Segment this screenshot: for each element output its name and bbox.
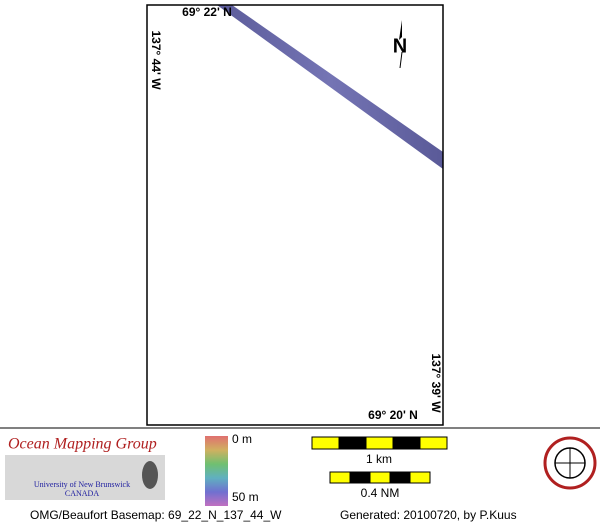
scale-segment: [329, 471, 351, 484]
omg-seal: [543, 436, 597, 490]
scale-segment: [409, 471, 431, 484]
left-lon-label: 137° 44' W: [149, 30, 163, 90]
right-lon-label: 137° 39' W: [429, 353, 443, 413]
depth-bottom-label: 50 m: [232, 490, 259, 504]
scale-bar-nm: [329, 471, 431, 484]
depth-colorbar: [205, 436, 228, 506]
scale-segment: [338, 436, 367, 450]
scale-nm-label: 0.4 NM: [361, 486, 400, 500]
map-frame: [146, 4, 444, 426]
scale-segment: [365, 436, 394, 450]
north-arrow: [399, 20, 402, 40]
footer-basemap: OMG/Beaufort Basemap: 69_22_N_137_44_W: [30, 508, 282, 522]
scale-segment: [419, 436, 448, 450]
scale-km-label: 1 km: [366, 452, 392, 466]
top-lat-label: 69° 22' N: [182, 5, 232, 19]
scale-segment: [392, 436, 421, 450]
logo: Ocean Mapping Group University of New Br…: [5, 436, 165, 500]
scale-segment: [389, 471, 411, 484]
map-frame-group: 69° 22' N 137° 44' W 137° 39' W 69° 20' …: [146, 4, 444, 426]
logo-shape: [142, 461, 158, 489]
logo-image: [5, 455, 165, 500]
logo-university: University of New Brunswick: [34, 480, 130, 489]
bottom-lat-label: 69° 20' N: [368, 408, 418, 422]
logo-title: Ocean Mapping Group: [8, 436, 157, 453]
north-arrow-tail: [399, 51, 403, 69]
footer-generated: Generated: 20100720, by P.Kuus: [340, 508, 517, 522]
north-label: N: [393, 35, 407, 57]
depth-top-label: 0 m: [232, 432, 252, 446]
logo-country: CANADA: [65, 489, 99, 498]
scale-segment: [311, 436, 340, 450]
scale-segment: [369, 471, 391, 484]
scale-bar-km: [311, 436, 448, 450]
survey-swath: [217, 5, 443, 169]
scale-segment: [349, 471, 371, 484]
